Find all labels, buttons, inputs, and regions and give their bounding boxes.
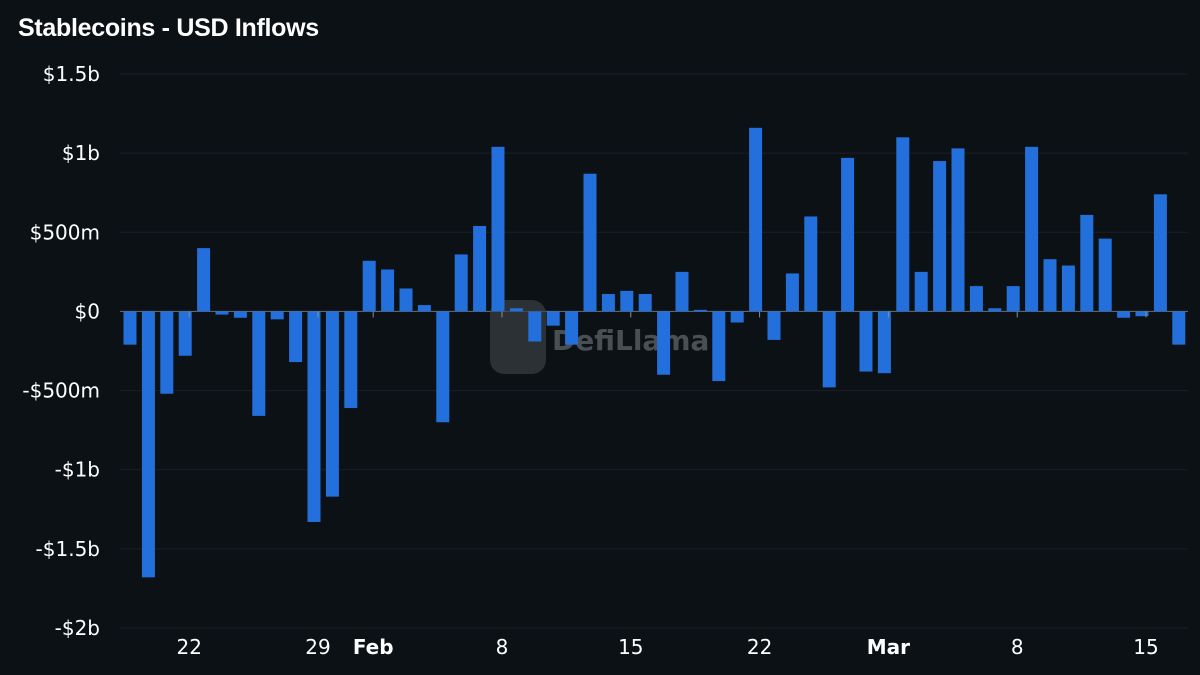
bar-mar-10[interactable] [1043, 259, 1057, 312]
bar-mar-3[interactable] [914, 271, 928, 312]
x-tick-label: 15 [618, 635, 643, 659]
bar-feb-26[interactable] [822, 311, 836, 388]
x-tick-label: 22 [176, 635, 201, 659]
bar-jan-31[interactable] [344, 311, 358, 408]
bar-jan-24[interactable] [215, 311, 229, 315]
bar-feb-25[interactable] [804, 216, 818, 312]
bar-feb-24[interactable] [785, 273, 799, 312]
y-tick-label: -$1.5b [36, 537, 100, 561]
bar-jan-21[interactable] [160, 311, 174, 394]
bar-feb-22[interactable] [749, 127, 763, 312]
bar-feb-6[interactable] [454, 254, 468, 312]
x-tick-label: 8 [496, 635, 509, 659]
x-tick-label: 15 [1133, 635, 1158, 659]
bar-feb-13[interactable] [583, 173, 597, 312]
bar-feb-20[interactable] [712, 311, 726, 382]
y-tick-label: $500m [30, 220, 100, 244]
y-tick-label: $1b [62, 141, 100, 165]
bar-mar-15[interactable] [1135, 311, 1149, 317]
bar-feb-7[interactable] [473, 225, 487, 312]
bar-mar-1[interactable] [877, 311, 891, 374]
bar-feb-19[interactable] [693, 309, 707, 312]
bar-feb-14[interactable] [601, 294, 615, 312]
bar-feb-15[interactable] [620, 290, 634, 312]
bar-jan-19[interactable] [123, 311, 137, 345]
watermark-text: DefiLlama [552, 324, 709, 357]
bars [123, 127, 1186, 578]
bar-jan-28[interactable] [289, 311, 303, 363]
bar-jan-27[interactable] [270, 311, 284, 320]
y-tick-label: -$2b [55, 616, 100, 640]
bar-feb-3[interactable] [399, 288, 413, 312]
bar-jan-26[interactable] [252, 311, 266, 416]
bar-feb-27[interactable] [841, 157, 855, 312]
y-tick-label: $0 [75, 299, 100, 323]
bar-feb-11[interactable] [546, 311, 560, 326]
y-tick-label: $1.5b [43, 62, 100, 86]
bar-mar-2[interactable] [896, 137, 910, 312]
bar-feb-12[interactable] [565, 311, 579, 345]
bar-feb-1[interactable] [362, 260, 376, 312]
bar-mar-12[interactable] [1080, 214, 1094, 312]
bar-jan-23[interactable] [197, 248, 211, 312]
bar-feb-2[interactable] [381, 269, 395, 312]
bar-mar-13[interactable] [1098, 238, 1112, 312]
y-axis: $1.5b $1b $500m $0 -$500m -$1b -$1.5b -$2b [22, 62, 100, 640]
bar-jan-20[interactable] [141, 311, 155, 578]
y-tick-label: -$1b [55, 458, 100, 482]
bar-jan-29[interactable] [307, 311, 321, 522]
bar-jan-30[interactable] [325, 311, 339, 497]
x-tick-label: Feb [353, 635, 394, 659]
bar-mar-9[interactable] [1025, 146, 1039, 312]
chart-title: Stablecoins - USD Inflows [18, 14, 319, 42]
bar-jan-22[interactable] [178, 311, 192, 356]
bar-feb-10[interactable] [528, 311, 542, 342]
bar-mar-8[interactable] [1006, 286, 1020, 312]
x-tick-label: 8 [1011, 635, 1024, 659]
bar-jan-25[interactable] [233, 311, 247, 318]
y-tick-label: -$500m [22, 379, 100, 403]
bar-feb-17[interactable] [657, 311, 671, 375]
bar-feb-5[interactable] [436, 311, 450, 423]
x-axis: 22 29 Feb 8 15 22 Mar 8 15 [176, 311, 1159, 659]
bar-mar-7[interactable] [988, 308, 1002, 312]
bar-feb-16[interactable] [638, 294, 652, 312]
bar-mar-17[interactable] [1172, 311, 1186, 345]
bar-feb-21[interactable] [730, 311, 744, 323]
bar-feb-28[interactable] [859, 311, 873, 372]
bar-mar-14[interactable] [1117, 311, 1131, 318]
bar-feb-4[interactable] [417, 305, 431, 312]
x-tick-label: 29 [305, 635, 330, 659]
bar-mar-11[interactable] [1061, 265, 1075, 312]
bar-mar-5[interactable] [951, 148, 965, 312]
bar-feb-18[interactable] [675, 271, 689, 312]
bar-mar-4[interactable] [933, 161, 947, 312]
bar-mar-16[interactable] [1153, 194, 1167, 312]
bar-feb-9[interactable] [509, 308, 523, 312]
x-tick-label: 22 [747, 635, 772, 659]
bar-feb-8[interactable] [491, 146, 505, 312]
bar-mar-6[interactable] [969, 286, 983, 312]
x-tick-label: Mar [867, 635, 910, 659]
bar-feb-23[interactable] [767, 311, 781, 340]
